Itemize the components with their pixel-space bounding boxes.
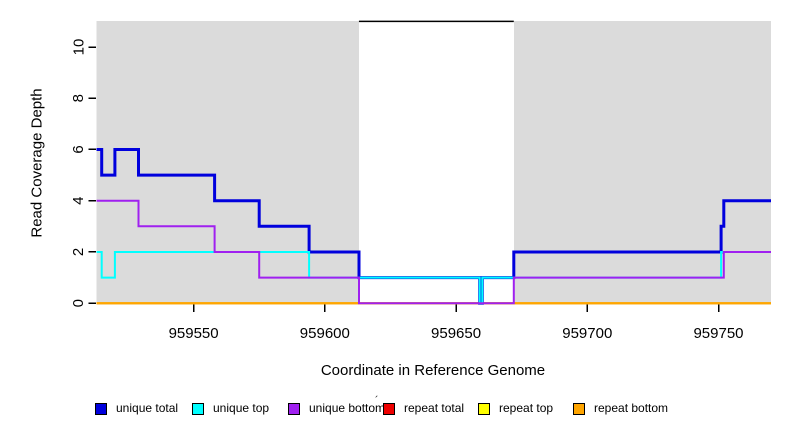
x-tick-label: 959600 xyxy=(300,325,350,342)
series-unique-bottom xyxy=(96,199,771,305)
y-tick-label: 4 xyxy=(70,197,87,205)
plot-area: 959550 959600 959650 959700 959750 0 2 4 6 8 10 xyxy=(70,20,771,342)
y-tick-label: 2 xyxy=(70,248,87,256)
series-unique-total xyxy=(96,148,771,305)
y-tick-label: 10 xyxy=(70,39,87,56)
y-tick-label: 0 xyxy=(70,299,87,307)
y-tick-label: 8 xyxy=(70,94,87,102)
x-tick-label: 959750 xyxy=(693,325,743,342)
x-tick-label: 959650 xyxy=(431,325,481,342)
x-tick-label: 959700 xyxy=(562,325,612,342)
y-tick-label: 6 xyxy=(70,145,87,153)
x-tick-label: 959550 xyxy=(169,325,219,342)
repeat-region-highlight xyxy=(358,20,514,305)
x-axis-title: Coordinate in Reference Genome xyxy=(321,362,545,379)
y-axis-title: Read Coverage Depth xyxy=(28,88,45,237)
